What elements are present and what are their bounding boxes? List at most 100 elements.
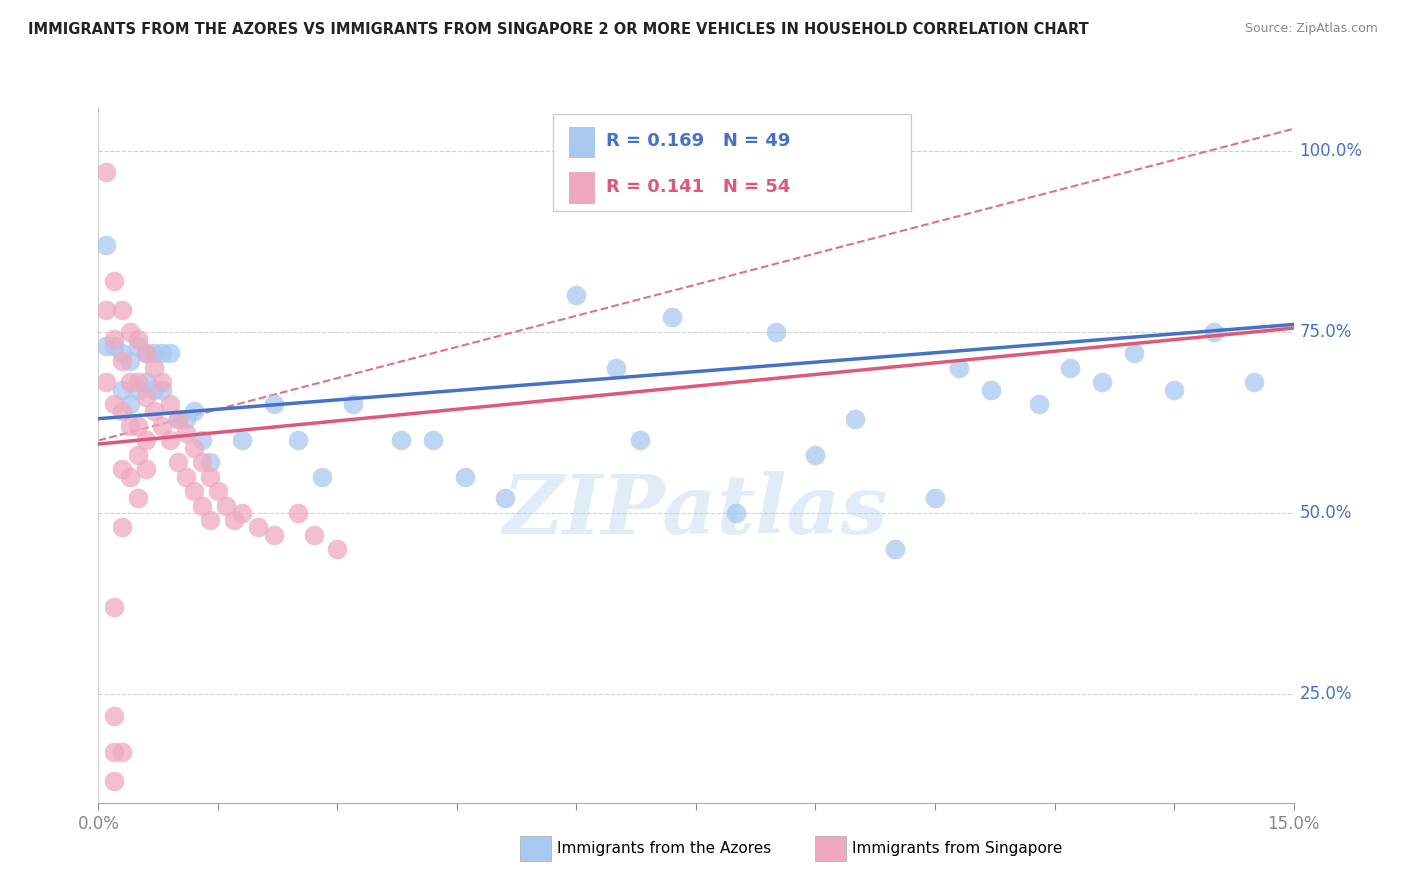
Point: [96, 339, 118, 353]
Point: [215, 499, 238, 513]
Point: [167, 411, 190, 425]
Point: [111, 745, 134, 759]
Text: Source: ZipAtlas.com: Source: ZipAtlas.com: [1244, 22, 1378, 36]
Point: [174, 469, 197, 483]
Point: [150, 419, 173, 434]
Point: [287, 434, 309, 448]
Point: [143, 404, 166, 418]
Point: [103, 339, 125, 353]
Text: R = 0.141   N = 54: R = 0.141 N = 54: [606, 178, 790, 196]
Point: [948, 361, 970, 376]
Point: [1091, 376, 1114, 390]
Point: [605, 361, 627, 376]
Point: [103, 332, 125, 346]
Point: [127, 339, 149, 353]
Text: IMMIGRANTS FROM THE AZORES VS IMMIGRANTS FROM SINGAPORE 2 OR MORE VEHICLES IN HO: IMMIGRANTS FROM THE AZORES VS IMMIGRANTS…: [28, 22, 1088, 37]
Point: [143, 361, 166, 376]
Point: [1163, 383, 1185, 397]
Point: [246, 520, 269, 534]
Point: [924, 491, 946, 506]
Point: [1123, 346, 1146, 360]
Point: [183, 404, 205, 418]
Text: ZIPatlas: ZIPatlas: [503, 471, 889, 550]
Point: [207, 484, 229, 499]
Point: [1243, 376, 1265, 390]
Point: [127, 383, 149, 397]
Point: [174, 411, 197, 425]
Point: [389, 434, 412, 448]
Point: [120, 397, 142, 411]
Point: [311, 469, 333, 483]
Point: [198, 455, 221, 469]
Point: [1028, 397, 1050, 411]
Point: [167, 455, 190, 469]
Point: [454, 469, 477, 483]
Point: [135, 376, 157, 390]
Point: [135, 346, 157, 360]
Point: [494, 491, 516, 506]
Point: [127, 491, 149, 506]
Point: [111, 383, 134, 397]
Point: [120, 353, 142, 368]
Point: [231, 506, 253, 520]
Point: [111, 346, 134, 360]
Text: 25.0%: 25.0%: [1299, 685, 1353, 703]
Text: Immigrants from Singapore: Immigrants from Singapore: [852, 841, 1063, 855]
Point: [103, 274, 125, 288]
Point: [159, 346, 181, 360]
Text: 100.0%: 100.0%: [1299, 142, 1362, 160]
Point: [96, 237, 118, 252]
Point: [111, 462, 134, 476]
Point: [222, 513, 245, 527]
Point: [96, 303, 118, 318]
Point: [422, 434, 444, 448]
Point: [342, 397, 364, 411]
Point: [884, 542, 907, 557]
Point: [127, 448, 149, 462]
Point: [120, 469, 142, 483]
Point: [103, 600, 125, 615]
Point: [150, 383, 173, 397]
Point: [167, 411, 190, 425]
Point: [111, 303, 134, 318]
Point: [263, 397, 285, 411]
Point: [111, 520, 134, 534]
Point: [302, 527, 325, 541]
Point: [111, 404, 134, 418]
Point: [103, 708, 125, 723]
Text: R = 0.169   N = 49: R = 0.169 N = 49: [606, 132, 790, 150]
Point: [198, 513, 221, 527]
Point: [127, 332, 149, 346]
Point: [231, 434, 253, 448]
Point: [159, 434, 181, 448]
Point: [326, 542, 349, 557]
Point: [143, 346, 166, 360]
Point: [724, 506, 747, 520]
Text: 50.0%: 50.0%: [1299, 504, 1353, 522]
Point: [191, 455, 214, 469]
Point: [183, 484, 205, 499]
Point: [96, 165, 118, 179]
Point: [127, 376, 149, 390]
Point: [287, 506, 309, 520]
Point: [1059, 361, 1081, 376]
Point: [661, 310, 683, 325]
Point: [150, 376, 173, 390]
Point: [111, 353, 134, 368]
Point: [135, 462, 157, 476]
Point: [135, 390, 157, 404]
Point: [565, 288, 588, 302]
Point: [183, 441, 205, 455]
Point: [135, 346, 157, 360]
Point: [198, 469, 221, 483]
Point: [103, 745, 125, 759]
Text: 75.0%: 75.0%: [1299, 323, 1353, 341]
Point: [765, 325, 787, 339]
Point: [135, 434, 157, 448]
Point: [143, 383, 166, 397]
Point: [174, 426, 197, 441]
Point: [263, 527, 285, 541]
Point: [159, 397, 181, 411]
Point: [150, 346, 173, 360]
Point: [980, 383, 1002, 397]
